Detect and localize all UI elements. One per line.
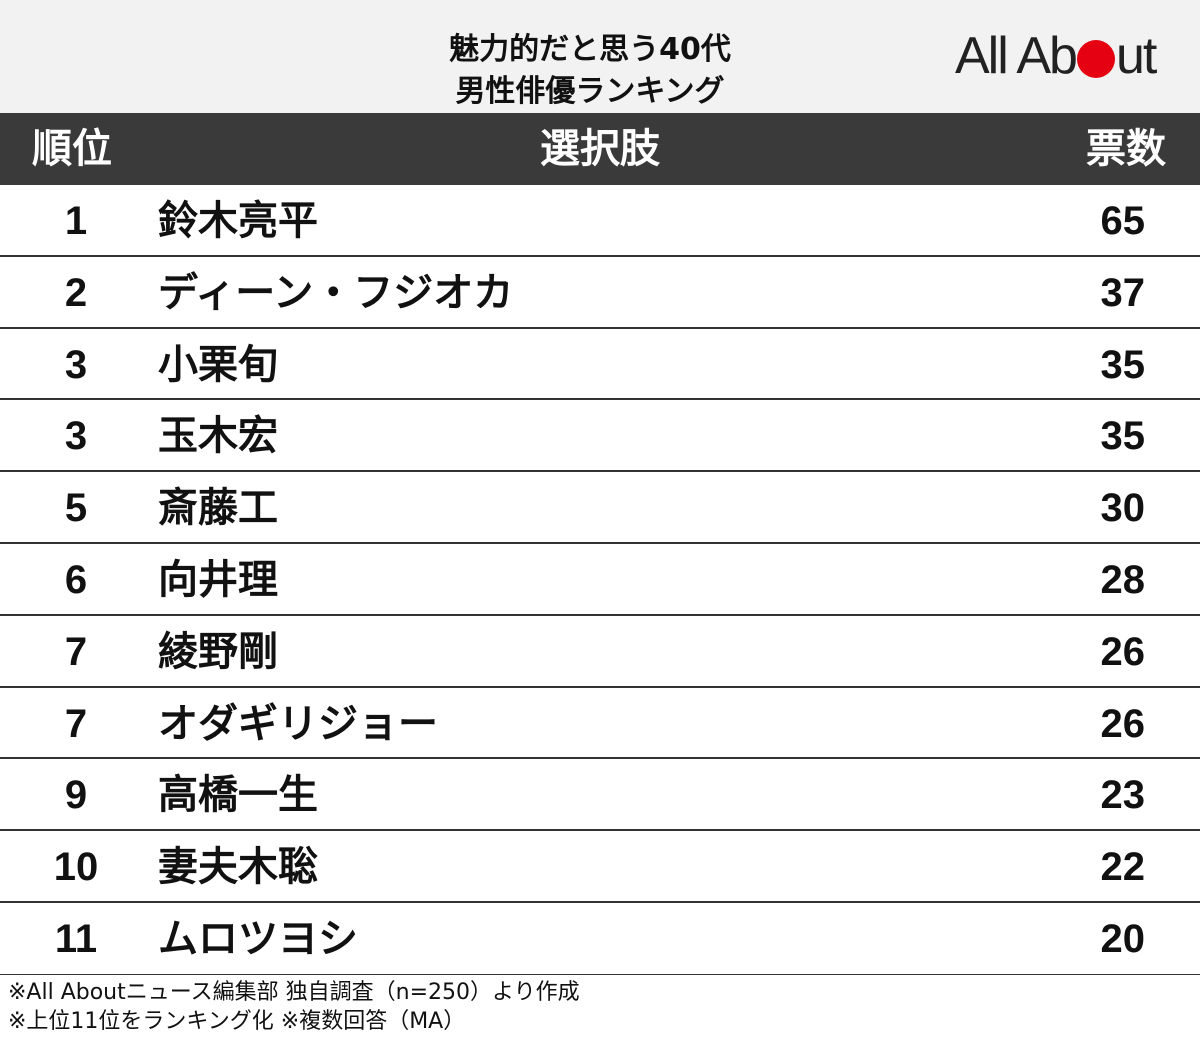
name-cell: 小栗旬 [158, 341, 278, 388]
rank-cell: 9 [64, 773, 88, 818]
footnotes: ※All Aboutニュース編集部 独自調査（n=250）より作成 ※上位11位… [8, 978, 1188, 1036]
logo-text-before: All Ab [955, 27, 1078, 85]
table-row: 2 ディーン・フジオカ 37 [0, 257, 1200, 329]
logo-text-after: ut [1115, 27, 1157, 85]
title-area: 魅力的だと思う40代 男性俳優ランキング All Ab ut [0, 0, 1200, 113]
footnote-1: ※All Aboutニュース編集部 独自調査（n=250）より作成 [8, 980, 580, 1005]
table-row: 6 向井理 28 [0, 544, 1200, 616]
all-about-logo: All Ab ut [955, 26, 1175, 86]
table-row: 7 オダギリジョー 26 [0, 688, 1200, 760]
header-votes: 票数 [1086, 126, 1166, 172]
name-cell: 鈴木亮平 [158, 198, 318, 244]
table-row: 11 ムロツヨシ 20 [0, 903, 1200, 975]
votes-cell: 65 [1100, 199, 1146, 243]
name-cell: 高橋一生 [158, 772, 318, 819]
name-cell: ディーン・フジオカ [158, 269, 514, 316]
votes-cell: 26 [1100, 701, 1146, 746]
name-cell: 綾野剛 [158, 628, 278, 675]
votes-cell: 30 [1100, 486, 1146, 531]
name-cell: 玉木宏 [158, 413, 278, 460]
header-rank: 順位 [32, 126, 112, 172]
footnote-2: ※上位11位をランキング化 ※複数回答（MA） [8, 1009, 466, 1034]
rank-cell: 6 [64, 558, 88, 602]
votes-cell: 35 [1100, 414, 1146, 459]
name-cell: 妻夫木聡 [158, 844, 318, 891]
rank-cell: 2 [64, 270, 88, 315]
rank-cell: 10 [53, 845, 99, 890]
chart-title-line2: 男性俳優ランキング [455, 74, 725, 109]
votes-cell: 28 [1100, 558, 1146, 602]
table-row: 3 玉木宏 35 [0, 400, 1200, 473]
name-cell: 斎藤工 [158, 485, 278, 532]
name-cell: オダギリジョー [158, 700, 438, 747]
table-row: 5 斎藤工 30 [0, 472, 1200, 544]
votes-cell: 23 [1100, 773, 1146, 818]
table-row: 1 鈴木亮平 65 [0, 185, 1200, 257]
chart-title-line1: 魅力的だと思う40代 [449, 32, 731, 67]
table-row: 3 小栗旬 35 [0, 329, 1200, 401]
name-cell: 向井理 [158, 557, 278, 603]
votes-cell: 37 [1100, 270, 1146, 315]
table-header: 選択肢 順位 票数 [0, 113, 1200, 185]
votes-cell: 26 [1100, 629, 1146, 674]
votes-cell: 22 [1100, 845, 1146, 890]
rank-cell: 3 [64, 342, 88, 387]
rank-cell: 5 [64, 486, 88, 531]
votes-cell: 20 [1100, 917, 1146, 961]
votes-cell: 35 [1100, 342, 1146, 387]
rank-cell: 7 [64, 629, 88, 674]
header-choice: 選択肢 [540, 126, 660, 172]
rank-cell: 11 [54, 917, 98, 961]
table-row: 9 高橋一生 23 [0, 759, 1200, 832]
name-cell: ムロツヨシ [158, 916, 358, 962]
logo-red-dot-icon [1076, 40, 1115, 78]
rank-cell: 1 [64, 199, 88, 243]
rank-cell: 7 [64, 701, 88, 746]
rank-cell: 3 [64, 414, 88, 459]
table-row: 10 妻夫木聡 22 [0, 831, 1200, 903]
table-row: 7 綾野剛 26 [0, 616, 1200, 688]
